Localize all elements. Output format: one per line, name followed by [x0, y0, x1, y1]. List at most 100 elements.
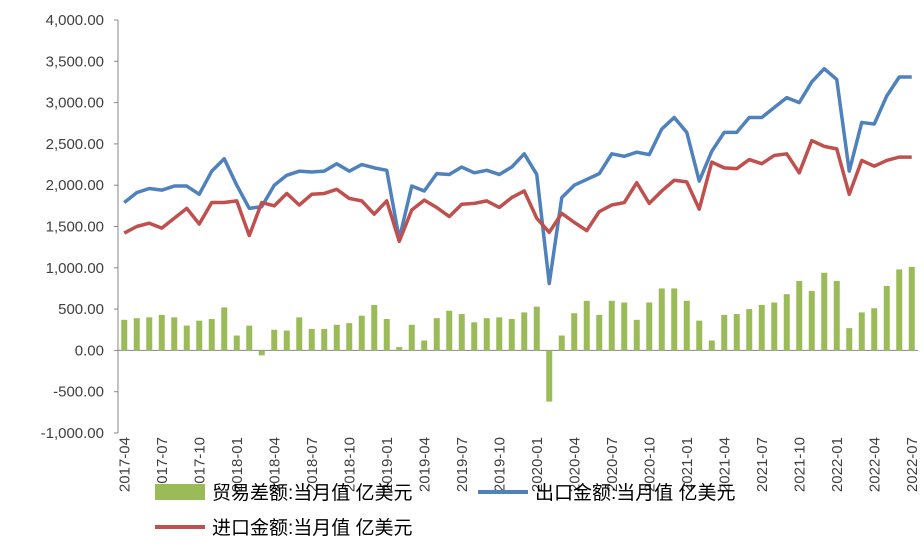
y-tick-label: 0.00 [75, 342, 104, 359]
x-tick-label: 2021-10 [791, 437, 808, 492]
bar [621, 302, 628, 351]
x-tick-label: 2018-01 [229, 437, 246, 492]
x-tick-label: 2021-01 [679, 437, 696, 492]
x-tick-label: 2022-01 [829, 437, 846, 492]
bar [496, 317, 503, 351]
x-tick-label: 2020-01 [529, 437, 546, 492]
bar [771, 302, 778, 351]
line [123, 66, 912, 286]
bar [446, 310, 453, 351]
x-tick-label: 2020-07 [604, 437, 621, 492]
bar [658, 288, 665, 351]
bar [808, 290, 815, 351]
bar [608, 300, 615, 351]
y-tick-label: 3,500.00 [46, 53, 104, 70]
bar [883, 285, 890, 351]
x-tick-label: 2017-10 [191, 437, 208, 492]
x-tick-label: 2017-04 [116, 437, 133, 492]
bar [408, 324, 415, 351]
x-tick-label: 2022-07 [904, 437, 921, 492]
bar [896, 269, 903, 351]
bar [246, 325, 253, 351]
bar [433, 318, 440, 351]
bar [833, 281, 840, 351]
bar [333, 324, 340, 351]
bar [858, 312, 865, 351]
bar [871, 308, 878, 351]
bar [296, 317, 303, 351]
bar [421, 340, 428, 351]
bar [133, 318, 140, 351]
bar [158, 314, 165, 351]
bar [571, 313, 578, 351]
line [123, 138, 912, 244]
bar [671, 288, 678, 351]
bar [508, 319, 515, 351]
bar [258, 350, 265, 356]
bar [358, 315, 365, 351]
bar [733, 314, 740, 351]
legend-swatch [155, 484, 205, 500]
x-tick-label: 2018-04 [266, 437, 283, 492]
bar [546, 350, 553, 402]
bar [321, 328, 328, 351]
bar [371, 304, 378, 351]
bar [596, 314, 603, 351]
bar [908, 266, 915, 351]
y-tick-label: -500.00 [53, 384, 104, 401]
bar [746, 309, 753, 351]
bar [696, 320, 703, 351]
bar [458, 314, 465, 351]
bar [821, 272, 828, 351]
bar [796, 281, 803, 351]
bar [783, 294, 790, 351]
bar [683, 300, 690, 351]
x-tick-label: 2022-04 [866, 437, 883, 492]
x-tick-label: 2019-10 [491, 437, 508, 492]
bar [208, 319, 215, 351]
bar [846, 328, 853, 351]
bar [708, 340, 715, 351]
y-tick-label: 4,000.00 [46, 12, 104, 29]
x-tick-label: 2019-01 [379, 437, 396, 492]
y-tick-label: 3,000.00 [46, 95, 104, 112]
bar [633, 319, 640, 351]
bar [521, 312, 528, 351]
bar [533, 306, 540, 351]
x-tick-label: 2020-10 [641, 437, 658, 492]
bar [171, 317, 178, 351]
bar [383, 319, 390, 351]
x-tick-label: 2017-07 [154, 437, 171, 492]
bar [221, 307, 228, 351]
y-tick-label: 1,500.00 [46, 219, 104, 236]
legend-label: 贸易差额:当月值 亿美元 [212, 482, 413, 504]
bar [233, 335, 240, 351]
bar [146, 317, 153, 351]
x-tick-label: 2018-07 [304, 437, 321, 492]
bar [271, 329, 278, 351]
y-tick-label: 2,000.00 [46, 177, 104, 194]
y-tick-label: 500.00 [58, 301, 104, 318]
bar [758, 304, 765, 351]
y-tick-label: 1,000.00 [46, 260, 104, 277]
bar [583, 300, 590, 351]
bar [346, 323, 353, 351]
bar [196, 320, 203, 351]
x-tick-label: 2019-07 [454, 437, 471, 492]
x-tick-label: 2021-04 [716, 437, 733, 492]
bar [721, 314, 728, 351]
legend-label: 出口金额:当月值 亿美元 [535, 482, 736, 504]
x-tick-label: 2018-10 [341, 437, 358, 492]
bar [646, 302, 653, 351]
x-tick-label: 2019-04 [416, 437, 433, 492]
bar [283, 330, 290, 351]
bar [471, 322, 478, 351]
y-tick-label: -1,000.00 [41, 425, 104, 442]
bar [308, 328, 315, 351]
y-tick-label: 2,500.00 [46, 136, 104, 153]
legend-label: 进口金额:当月值 亿美元 [212, 517, 413, 539]
bar [183, 325, 190, 351]
bar [483, 318, 490, 351]
bar [396, 347, 403, 351]
